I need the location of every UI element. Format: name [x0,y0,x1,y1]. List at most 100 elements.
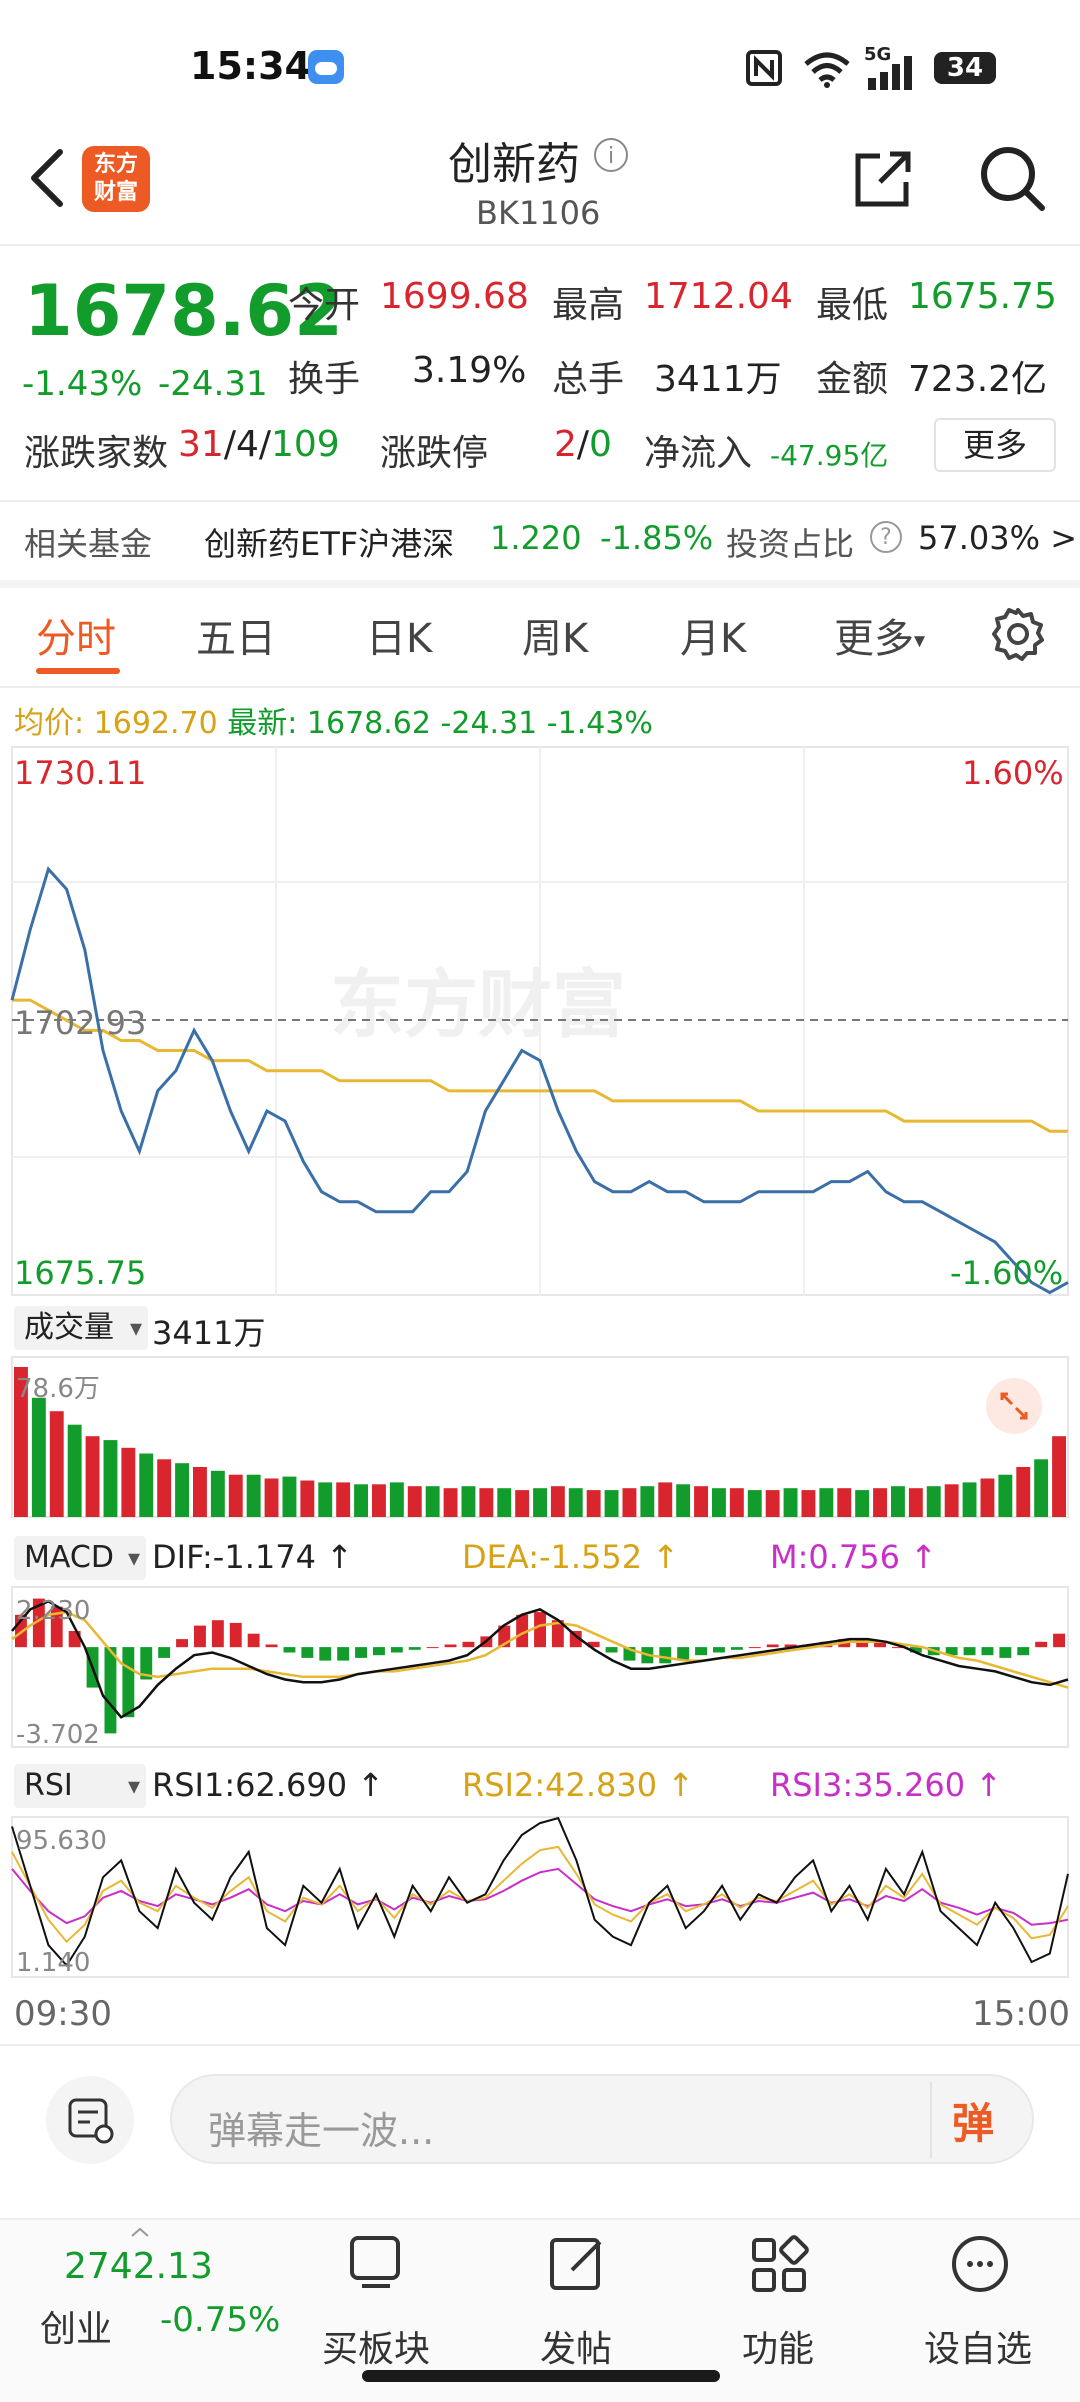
help-icon[interactable]: ? [870,521,902,553]
volume-bar [318,1482,333,1517]
volume-bar [121,1447,136,1517]
volume-bar [622,1488,637,1517]
more-button[interactable]: 更多 [934,418,1056,472]
tab-monthly-k[interactable]: 月K [680,616,747,662]
macd-bar [337,1647,350,1661]
macd-bar [355,1647,367,1658]
status-time: 15:34 [190,44,311,88]
share-icon[interactable] [850,146,916,212]
gear-icon[interactable] [990,606,1046,662]
nav-function[interactable]: 功能 [742,2329,815,2370]
danmu-input[interactable] [170,2074,1034,2164]
nav-post[interactable]: 发帖 [540,2329,613,2370]
volume-bar [1034,1459,1049,1517]
volume-bar [640,1486,655,1517]
open-label: 今开 [288,285,361,326]
inflow-value: -47.95亿 [770,439,889,472]
danmu-placeholder: 弹幕走一波... [208,2109,435,2153]
expand-icon[interactable] [986,1378,1042,1434]
macd-indicator-select[interactable]: MACD [14,1536,146,1580]
macd-bar [194,1625,206,1648]
fund-name[interactable]: 创新药ETF沪港深 [204,525,455,563]
active-tab-indicator [36,668,120,674]
volume-bar [210,1470,225,1517]
macd-bar [211,1620,224,1648]
volume-bar [461,1486,476,1517]
back-button[interactable] [24,146,74,210]
volume-bar [515,1490,530,1517]
post-icon[interactable] [542,2228,614,2300]
macd-dea-label: DEA:-1.552 ↑ [462,1538,680,1576]
macd-bar [999,1647,1012,1658]
volume-bar [873,1488,887,1517]
volume-bar [533,1488,547,1517]
macd-bar [569,1631,582,1648]
function-icon[interactable] [742,2228,814,2300]
breadth-values: 31/4/109 [178,424,340,465]
tab-weekly-k[interactable]: 周K [522,616,589,662]
wifi-icon [804,52,850,88]
macd-bar [68,1631,81,1648]
home-indicator[interactable] [362,2370,720,2382]
buy-sector-icon[interactable] [338,2228,410,2300]
danmu-send-button[interactable] [930,2082,1028,2158]
danmu-toggle-button[interactable] [46,2076,134,2164]
volume-label: 总手 [552,359,625,400]
info-icon[interactable]: i [594,138,628,172]
nav-add-watchlist[interactable]: 设自选 [924,2329,1033,2370]
change-percent: -1.43% [22,364,143,404]
macd-bar [1053,1633,1065,1648]
watermark: 东方财富 [330,962,626,1048]
chevron-up-icon[interactable] [130,2222,150,2237]
tab-five-day[interactable]: 五日 [196,616,276,662]
change-value: -24.31 [158,364,268,404]
volume-bar [497,1488,512,1517]
ratio-value[interactable]: 57.03% > [918,519,1077,557]
macd-bar [623,1647,636,1661]
macd-min-label: -3.702 [16,1720,100,1750]
macd-bar [32,1598,45,1648]
avg-label: 均价: [14,706,85,741]
macd-bar [874,1641,886,1648]
turnover-value: 3.19% [412,350,527,391]
index-value[interactable]: 2742.13 [64,2246,213,2287]
quote-divider [0,500,1080,502]
intraday-chart[interactable]: 东方财富 [10,745,1070,2045]
latest-value: 1678.62 [306,706,431,741]
inflow-label: 净流入 [644,433,753,474]
tab-intraday[interactable]: 分时 [36,616,116,662]
volume-bar [676,1484,691,1517]
danmu-icon [68,2098,114,2144]
macd-bar [659,1647,672,1664]
macd-bar [229,1622,242,1648]
macd-bar [981,1647,994,1656]
macd-bar [856,1639,869,1648]
macd-bar [390,1647,403,1653]
tab-daily-k[interactable]: 日K [366,616,433,662]
limit-down: 0 [589,424,612,465]
nav-buy-sector[interactable]: 买板块 [322,2329,431,2370]
macd-bar [748,1647,761,1649]
status-bar: 15:34 5G 34 [0,0,1080,130]
rsi-indicator-select[interactable]: RSI [14,1764,146,1808]
volume-bar [228,1474,243,1517]
time-end-label: 15:00 [972,1994,1070,2034]
volume-bar [425,1486,440,1517]
volume-bar [1052,1436,1066,1517]
macd-bar [444,1644,457,1648]
breadth-sep-2: / [258,424,271,465]
related-fund-row[interactable]: 相关基金 创新药ETF沪港深 1.220 -1.85% 投资占比 ? 57.03… [0,505,1080,577]
add-watchlist-icon[interactable] [944,2228,1016,2300]
rsi-max-label: 95.630 [16,1826,107,1856]
chevron-down-icon: ▾ [914,628,926,654]
volume-indicator-select[interactable]: 成交量 [14,1306,148,1350]
tab-more[interactable]: 更多▾ [834,606,925,664]
search-icon[interactable] [976,142,1048,214]
latest-pct: -1.43% [546,706,653,741]
volume-bar [372,1484,386,1517]
volume-bar [31,1397,46,1517]
macd-bar [784,1644,797,1648]
volume-bar [67,1424,82,1517]
index-name[interactable]: 创业 [40,2309,113,2350]
pct-min-label: -1.60% [950,1254,1064,1292]
